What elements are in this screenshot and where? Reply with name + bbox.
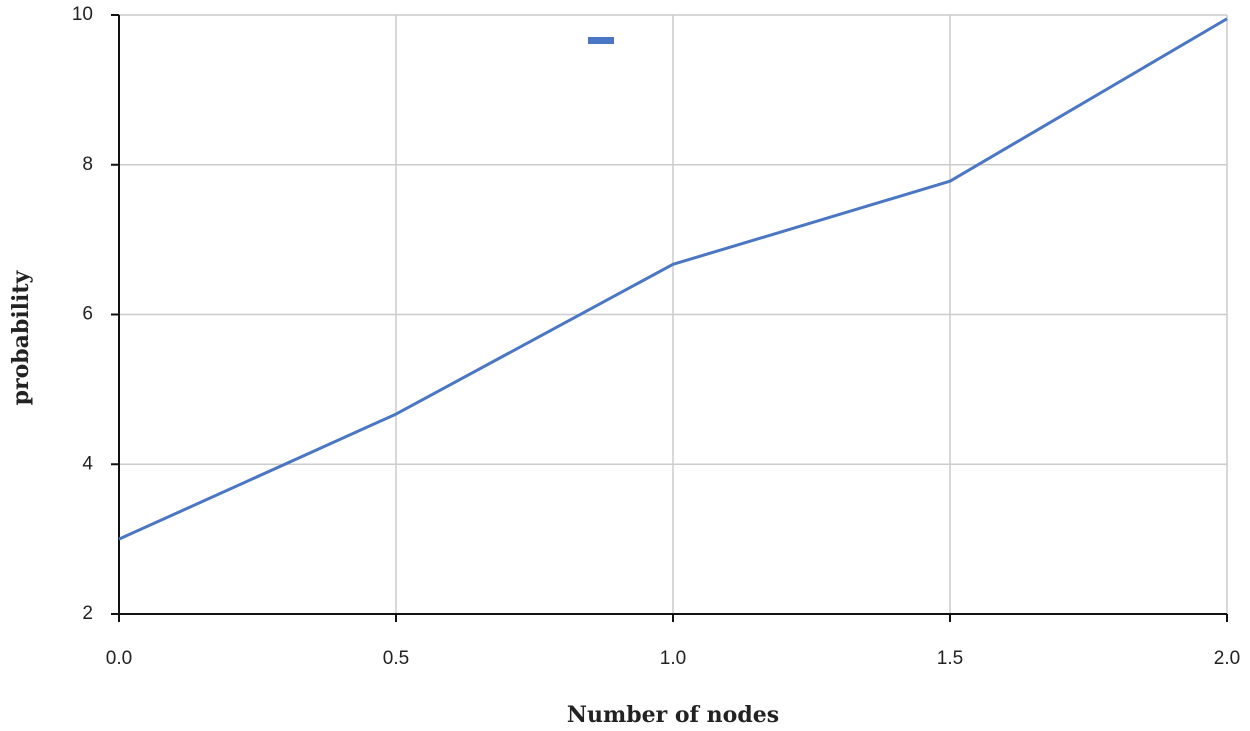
y-tick-label: 4 <box>82 453 93 474</box>
y-axis-title: probability <box>8 269 34 405</box>
y-tick-label: 6 <box>82 304 93 325</box>
x-tick-label: 0.0 <box>106 648 132 669</box>
x-axis-title: Number of nodes <box>567 702 779 728</box>
data-line <box>118 17 1228 541</box>
y-tick-label: 10 <box>72 4 93 25</box>
legend-marker <box>588 37 614 44</box>
x-tick-label: 2.0 <box>1214 648 1240 669</box>
x-tick-label: 1.0 <box>660 648 686 669</box>
x-tick-label: 1.5 <box>937 648 963 669</box>
y-tick-label: 2 <box>82 603 93 624</box>
y-tick-label: 8 <box>82 154 93 175</box>
x-tick-label: 0.5 <box>383 648 409 669</box>
